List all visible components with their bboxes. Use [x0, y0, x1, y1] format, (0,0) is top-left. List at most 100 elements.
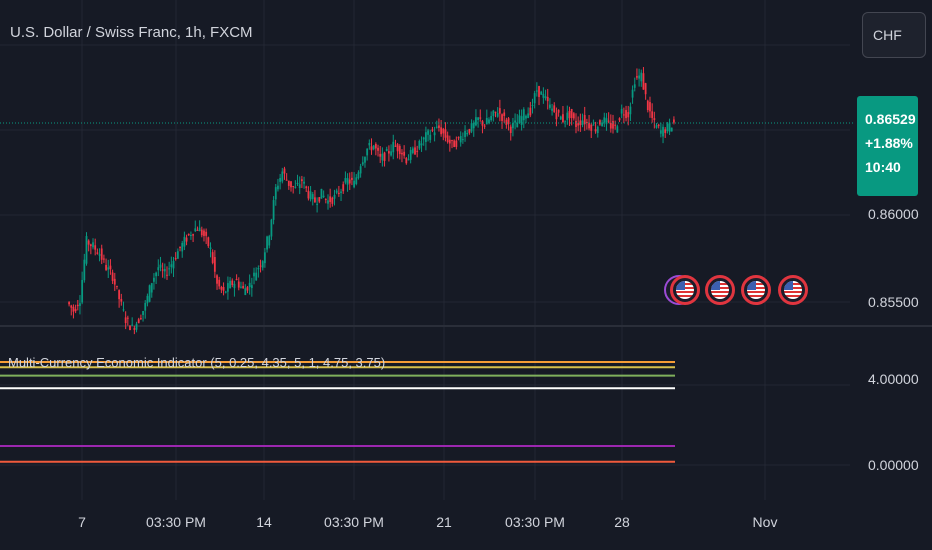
candle-body	[283, 168, 286, 174]
candle-body	[666, 123, 669, 132]
candle-body	[372, 145, 375, 150]
us-flag-icon[interactable]	[778, 275, 808, 305]
candle-body	[300, 179, 303, 182]
candle-body	[268, 236, 271, 246]
us-flag-icon[interactable]	[741, 275, 771, 305]
candle-body	[633, 84, 636, 88]
candle-body	[599, 120, 601, 125]
candle-body	[242, 286, 245, 289]
candle-body	[181, 242, 184, 252]
candle-body	[111, 272, 114, 281]
candle-body	[514, 120, 516, 123]
candle-body	[318, 197, 321, 202]
candle-body	[531, 105, 534, 107]
candle-body	[94, 245, 97, 250]
candle-body	[612, 120, 614, 129]
candle-body	[287, 180, 290, 186]
indicator-legend[interactable]: Multi-Currency Economic Indicator (5, 0.…	[8, 355, 386, 370]
candle-body	[174, 258, 177, 260]
candle-body	[316, 203, 319, 205]
candle-body	[220, 286, 223, 290]
candle-body	[505, 119, 508, 126]
candle-body	[392, 141, 395, 153]
candle-body	[570, 109, 573, 118]
candle-body	[379, 153, 382, 157]
candle-body	[438, 125, 440, 128]
candle-body	[509, 126, 512, 134]
candle-body	[98, 254, 101, 256]
candle-body	[172, 261, 175, 269]
grid-lines	[0, 0, 850, 500]
candle-body	[89, 244, 92, 247]
candle-body	[277, 185, 279, 190]
candle-body	[303, 181, 305, 184]
candle-body	[566, 112, 569, 120]
candle-body	[224, 291, 227, 293]
candle-body	[440, 127, 443, 135]
candle-body	[483, 125, 486, 127]
candle-body	[501, 114, 503, 121]
candle-body	[229, 280, 231, 289]
candle-body	[401, 152, 403, 155]
candle-body	[488, 119, 490, 124]
candle-body	[472, 122, 475, 129]
candle-body	[357, 172, 360, 179]
candle-body	[670, 127, 673, 132]
candle-body	[644, 83, 647, 95]
candle-body	[442, 128, 445, 134]
price-axis-label-1: 0.85500	[868, 294, 919, 310]
candle-body	[577, 123, 580, 126]
us-flag-icon[interactable]	[670, 275, 700, 305]
candle-body	[309, 191, 312, 200]
candle-body	[79, 303, 81, 306]
candle-body	[320, 188, 323, 199]
candle-body	[163, 269, 166, 272]
candle-body	[207, 237, 210, 247]
candle-body	[355, 177, 358, 185]
candle-body	[333, 194, 336, 199]
candle-body	[527, 113, 530, 119]
candle-body	[305, 186, 308, 189]
candle-body	[433, 132, 436, 136]
candle-body	[546, 96, 549, 102]
candle-body	[636, 76, 638, 78]
candle-body	[261, 261, 264, 268]
candle-body	[368, 142, 371, 146]
currency-button[interactable]: CHF	[862, 12, 926, 58]
candle-body	[257, 267, 260, 270]
candle-body	[403, 151, 406, 156]
candle-body	[83, 259, 86, 281]
candle-body	[327, 200, 329, 204]
candle-body	[616, 126, 619, 133]
candle-body	[525, 115, 527, 119]
candle-body	[126, 317, 129, 319]
candle-body	[196, 229, 199, 231]
time-axis-label-1: 03:30 PM	[146, 514, 206, 530]
us-flag-icon[interactable]	[705, 275, 735, 305]
candle-body	[398, 145, 401, 155]
candle-body	[227, 283, 229, 292]
time-axis-label-0: 7	[78, 514, 86, 530]
candle-body	[542, 93, 545, 98]
candle-body	[475, 117, 477, 126]
candle-body	[609, 122, 612, 129]
candle-body	[418, 141, 421, 149]
indicator-lines	[0, 361, 675, 463]
candle-body	[664, 129, 667, 133]
candle-body	[118, 290, 121, 300]
candle-body	[646, 100, 649, 111]
candle-body	[331, 197, 334, 204]
candle-body	[557, 109, 560, 113]
candle-body	[198, 227, 201, 232]
candle-body	[651, 111, 654, 118]
candle-body	[233, 283, 236, 289]
candle-body	[394, 145, 397, 147]
candle-body	[139, 318, 142, 320]
candle-body	[490, 115, 493, 121]
candle-body	[113, 278, 116, 285]
candle-body	[263, 252, 266, 264]
candle-body	[292, 186, 295, 188]
time-axis-label-6: 28	[614, 514, 630, 530]
candle-body	[124, 317, 127, 324]
